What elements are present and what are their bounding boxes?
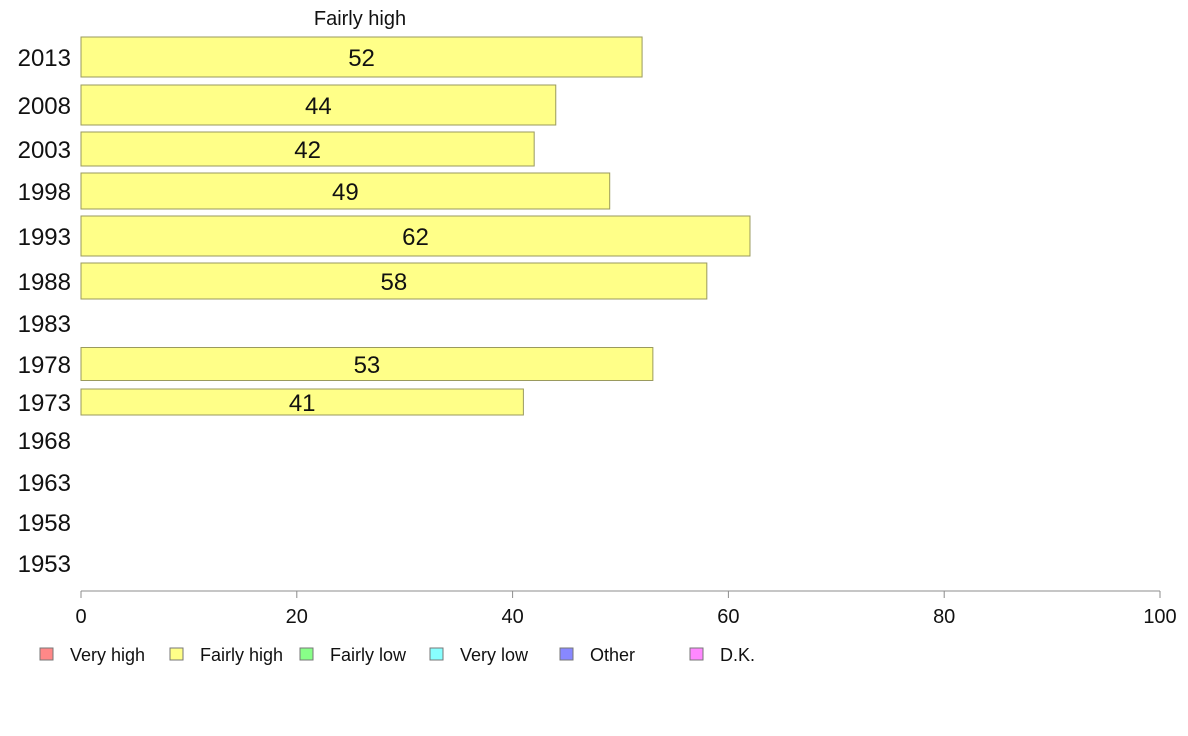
legend-swatch-3 <box>429 647 444 661</box>
x-tick-label-0: 0 <box>75 606 86 628</box>
bar-1978 <box>80 347 654 381</box>
data-label-2008: 44 <box>305 93 332 120</box>
category-label-1988: 1988 <box>18 269 71 296</box>
chart-title: Fairly high <box>314 8 406 30</box>
legend-swatch-4 <box>559 647 574 661</box>
x-tick-label-60: 60 <box>717 606 739 628</box>
legend-label-2: Fairly low <box>330 645 407 665</box>
category-label-1958: 1958 <box>18 510 71 537</box>
legend-swatch-0 <box>39 647 54 661</box>
data-label-1998: 49 <box>332 179 359 206</box>
category-label-1963: 1963 <box>18 470 71 497</box>
category-label-2008: 2008 <box>18 93 71 120</box>
bar-1988 <box>80 262 708 300</box>
category-label-1978: 1978 <box>18 352 71 379</box>
legend-swatch-1 <box>169 647 184 661</box>
category-label-2013: 2013 <box>18 45 71 72</box>
category-label-1953: 1953 <box>18 551 71 578</box>
category-label-1998: 1998 <box>18 179 71 206</box>
legend-swatch-5 <box>689 647 704 661</box>
legend-label-3: Very low <box>460 645 529 665</box>
legend-label-0: Very high <box>70 645 145 665</box>
bar-1993 <box>80 215 751 257</box>
category-label-2003: 2003 <box>18 137 71 164</box>
x-tick-label-100: 100 <box>1143 606 1176 628</box>
bar-1998 <box>80 172 611 210</box>
x-tick-label-40: 40 <box>501 606 523 628</box>
data-label-1978: 53 <box>354 352 381 379</box>
data-label-1973: 41 <box>289 390 316 417</box>
legend-label-4: Other <box>590 645 635 665</box>
data-label-2013: 52 <box>348 45 375 72</box>
data-label-1988: 58 <box>381 269 408 296</box>
legend-swatch-2 <box>299 647 314 661</box>
legend-label-5: D.K. <box>720 645 755 665</box>
category-labels: 2013 2008 2003 1998 1993 1988 1983 1978 1973 1968… <box>18 45 71 578</box>
bar-2013 <box>80 36 643 78</box>
x-tick-label-20: 20 <box>286 606 308 628</box>
data-label-2003: 42 <box>294 137 321 164</box>
category-label-1993: 1993 <box>18 224 71 251</box>
category-label-1973: 1973 <box>18 390 71 417</box>
bar-2008 <box>80 84 557 126</box>
legend: Very high Fairly high Fairly low Very low Ot… <box>39 645 755 665</box>
data-label-1993: 62 <box>402 224 429 251</box>
legend-label-1: Fairly high <box>200 645 283 665</box>
bar-1973 <box>80 388 524 416</box>
bar-2003 <box>80 131 535 167</box>
bars-group: 52 44 42 49 62 58 53 41 <box>80 36 751 417</box>
x-axis: 0 20 40 60 80 100 <box>75 590 1177 628</box>
category-label-1983: 1983 <box>18 311 71 338</box>
x-tick-label-80: 80 <box>933 606 955 628</box>
category-label-1968: 1968 <box>18 428 71 455</box>
